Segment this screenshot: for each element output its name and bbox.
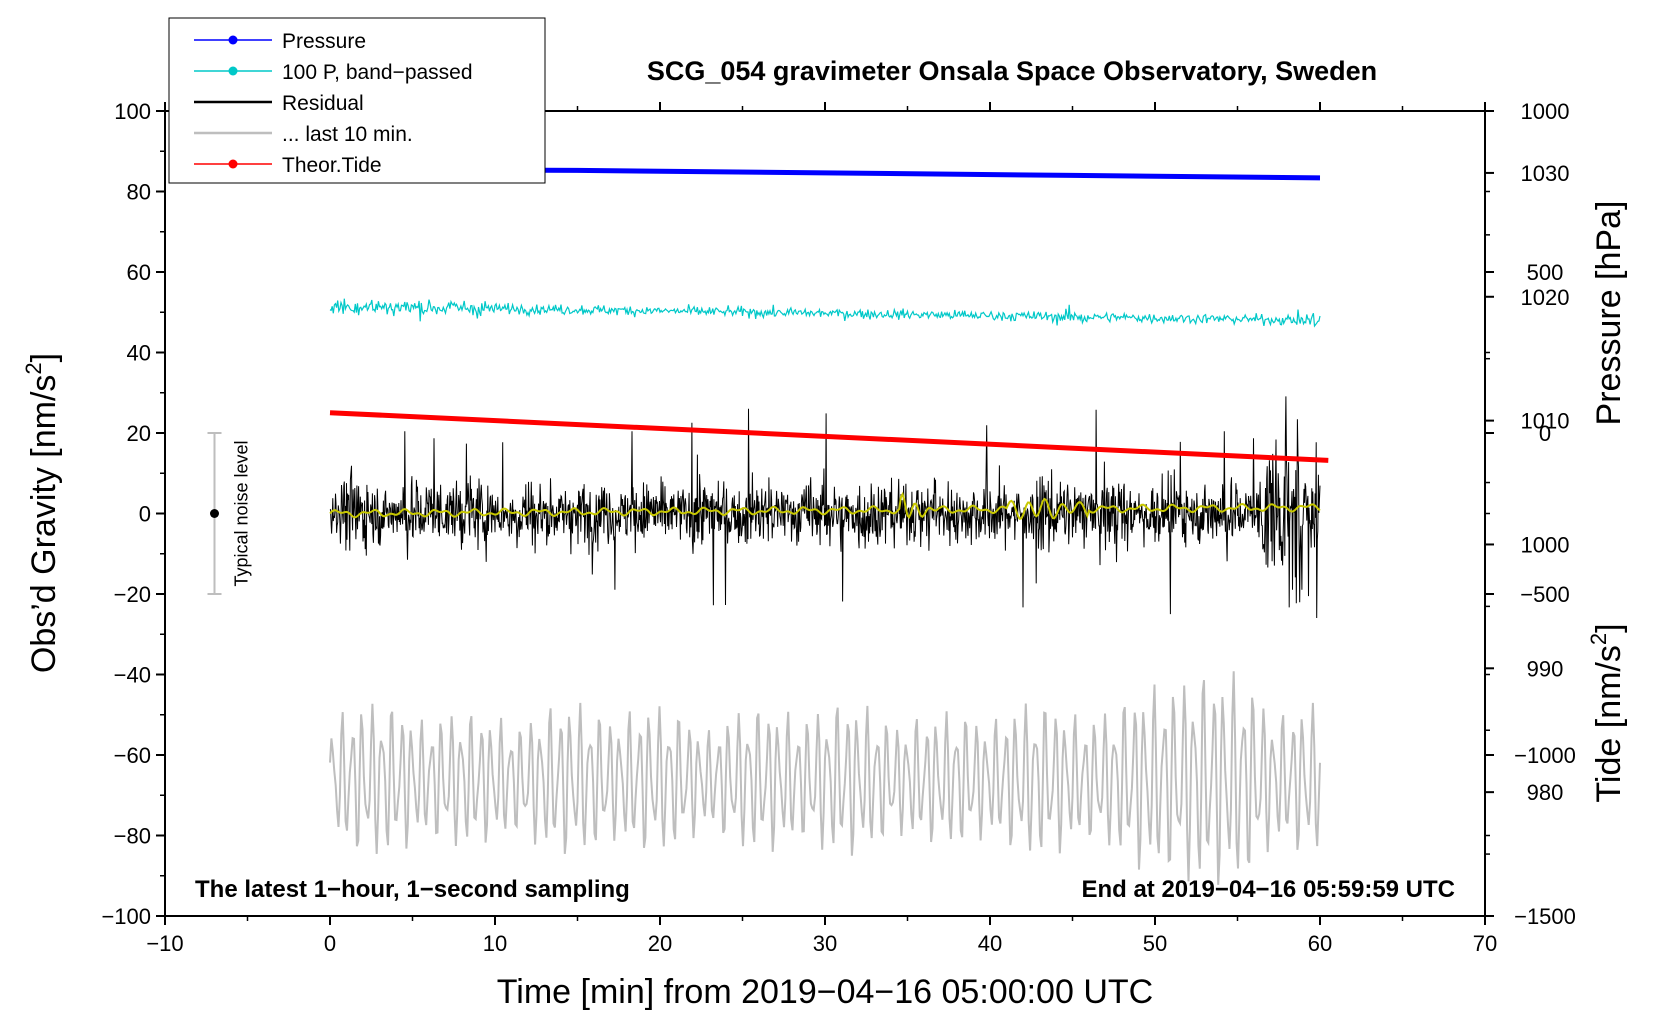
y-axis-pressure: 980 990 1000 1010 1020 1030 bbox=[1485, 110, 1570, 855]
legend-label: Residual bbox=[282, 92, 364, 115]
annotation-sampling: The latest 1−hour, 1−second sampling bbox=[195, 876, 630, 903]
x-tick-label: 10 bbox=[483, 931, 507, 956]
tide-tick-label: −1500 bbox=[1514, 904, 1576, 929]
y-tick-label: −20 bbox=[114, 582, 151, 607]
tide-tick-label: −500 bbox=[1520, 582, 1570, 607]
legend-label: 100 P, band−passed bbox=[282, 61, 473, 84]
pressure-axis-label: Pressure [hPa] bbox=[1590, 201, 1628, 426]
chart-title: SCG_054 gravimeter Onsala Space Observat… bbox=[647, 56, 1377, 86]
y-tick-label: 40 bbox=[127, 341, 151, 366]
y-tick-label: −40 bbox=[114, 663, 151, 688]
pressure-tick-label: 1030 bbox=[1521, 161, 1570, 186]
series-theoretical-tide bbox=[329, 410, 1329, 463]
y-axis-tide: −1500 −1000 −500 0 500 1000 bbox=[1485, 99, 1576, 929]
y-tick-label: −80 bbox=[114, 824, 151, 849]
legend-marker bbox=[228, 159, 238, 169]
series-layer bbox=[329, 166, 1329, 885]
legend-marker bbox=[228, 66, 238, 76]
y-axis-left: −100 −80 −60 −40 −20 0 20 40 60 80 100 bbox=[101, 99, 165, 929]
legend-label: Pressure bbox=[282, 30, 366, 53]
pressure-tick-label: 990 bbox=[1527, 656, 1564, 681]
x-tick-label: −10 bbox=[146, 931, 183, 956]
x-tick-label: 0 bbox=[324, 931, 336, 956]
x-tick-label: 40 bbox=[978, 931, 1002, 956]
series-last-10-min bbox=[329, 671, 1321, 885]
legend-label: ... last 10 min. bbox=[282, 123, 413, 146]
y-tick-label: 20 bbox=[127, 421, 151, 446]
y-tick-label: −60 bbox=[114, 743, 151, 768]
x-tick-label: 30 bbox=[813, 931, 837, 956]
y-tick-label: 100 bbox=[114, 99, 151, 124]
pressure-tick-label: 980 bbox=[1527, 780, 1564, 805]
x-axis-label: Time [min] from 2019−04−16 05:00:00 UTC bbox=[497, 973, 1153, 1011]
x-axis: −10 0 10 20 30 40 50 60 70 bbox=[146, 102, 1497, 956]
x-tick-label: 70 bbox=[1473, 931, 1497, 956]
x-tick-label: 60 bbox=[1308, 931, 1332, 956]
pressure-tick-label: 1020 bbox=[1521, 285, 1570, 310]
noise-bar-label: Typical noise level bbox=[232, 440, 252, 586]
legend-box bbox=[168, 17, 546, 184]
x-tick-label: 20 bbox=[648, 931, 672, 956]
y-tick-label: −100 bbox=[101, 904, 151, 929]
y-tick-label: 60 bbox=[127, 260, 151, 285]
noise-bar-center bbox=[210, 509, 219, 518]
y-axis-label-left: Obs’d Gravity [nm/s2] bbox=[21, 353, 63, 673]
x-tick-label: 50 bbox=[1143, 931, 1167, 956]
tide-tick-label: 0 bbox=[1539, 421, 1551, 446]
pressure-tick-label: 1010 bbox=[1521, 409, 1570, 434]
pressure-tick-label: 1000 bbox=[1521, 532, 1570, 557]
legend-marker bbox=[228, 35, 238, 45]
tide-tick-label: 500 bbox=[1527, 260, 1564, 285]
tide-axis-label: Tide [nm/s2] bbox=[1586, 623, 1628, 802]
tide-tick-label: 1000 bbox=[1521, 99, 1570, 124]
series-residual bbox=[329, 396, 1321, 619]
legend-label: Theor.Tide bbox=[282, 154, 382, 177]
series-residual-smoothed bbox=[329, 491, 1321, 520]
annotation-end-time: End at 2019−04−16 05:59:59 UTC bbox=[1081, 876, 1455, 903]
tide-tick-label: −1000 bbox=[1514, 743, 1576, 768]
y-tick-label: 0 bbox=[139, 502, 151, 527]
noise-bar: Typical noise level bbox=[207, 432, 252, 595]
legend: Pressure 100 P, band−passed Residual ... la… bbox=[168, 17, 546, 184]
series-band-passed-pressure bbox=[329, 298, 1321, 328]
y-tick-label: 80 bbox=[127, 180, 151, 205]
